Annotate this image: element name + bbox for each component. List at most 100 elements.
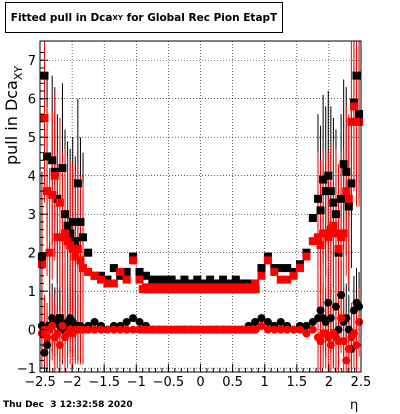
red-square-marker [349,102,358,111]
red-square-marker [344,194,353,203]
y-tick-label: 0 [28,324,36,339]
black-circle-marker [302,321,311,330]
red-square-marker [355,117,364,126]
y-tick-label: −1 [17,362,36,377]
red-circle-marker [316,337,325,346]
red-circle-marker [308,325,317,334]
black-square-marker [218,275,227,284]
black-circle-marker [331,302,340,311]
red-circle-marker [257,321,266,330]
red-square-marker [68,244,77,253]
red-circle-marker [355,317,364,326]
black-circle-marker [326,314,335,323]
black-square-marker [148,275,157,284]
red-circle-marker [90,325,99,334]
black-square-marker [135,267,144,276]
x-tick-label: 1 [261,375,269,390]
black-square-marker [63,221,72,230]
black-square-marker [313,194,322,203]
x-tick-label: −0.5 [153,375,185,390]
black-square-marker [71,237,80,246]
black-square-marker [324,171,333,180]
red-circle-marker [326,341,335,350]
red-square-marker [116,267,125,276]
black-square-marker [55,314,64,323]
red-circle-marker [53,329,62,338]
black-square-marker [58,164,67,173]
red-square-marker [79,264,88,273]
black-circle-marker [122,317,131,326]
red-square-marker [334,244,343,253]
black-square-marker [316,206,325,215]
black-square-marker [321,187,330,196]
black-circle-marker [90,317,99,326]
black-square-marker [319,175,328,184]
red-circle-marker [96,325,105,334]
black-square-marker [347,179,356,188]
red-square-marker [55,198,64,207]
red-square-marker [329,221,338,230]
x-tick-label: 2.5 [351,375,372,390]
red-square-marker [316,240,325,249]
red-circle-marker [339,337,348,346]
black-square-marker [84,248,93,257]
red-circle-marker [58,321,67,330]
black-circle-marker [251,317,260,326]
red-square-marker [331,229,340,238]
x-tick-label: −1.5 [88,375,120,390]
black-circle-marker [257,314,266,323]
y-tick-label: 4 [28,170,36,185]
red-square-marker [76,256,85,265]
black-circle-marker [129,314,138,323]
x-tick-label: −2.5 [24,375,56,390]
y-axis-label-main: pull in Dca [2,80,21,165]
black-circle-marker [316,306,325,315]
axis-ticks: −2.5 −2 −1.5 −1 −0.5 0 0.5 1 1.5 2 2.5 −1 0 1 2 3 4 5 6 7 [17,52,372,390]
y-tick-label: 5 [28,131,36,146]
red-square-marker [43,187,52,196]
red-square-marker [302,252,311,261]
red-circle-marker [116,325,125,334]
red-square-marker [276,275,285,284]
red-square-marker [53,233,62,242]
y-tick-label: 1 [28,285,36,300]
red-circle-marker [352,341,361,350]
red-square-marker [135,275,144,284]
x-tick-label: −2 [63,375,82,390]
black-square-marker [76,217,85,226]
timestamp: Thu Dec 3 12:32:58 2020 [3,400,133,410]
red-square-marker [45,248,54,257]
black-square-marker [122,267,131,276]
black-square-marker [66,229,75,238]
x-tick-label: 0.5 [222,375,243,390]
red-circle-marker [103,325,112,334]
black-square-marker [193,275,202,284]
red-circle-marker [302,329,311,338]
red-square-marker [308,237,317,246]
red-circle-marker [342,356,351,365]
black-square-marker [257,264,266,273]
red-square-marker [48,190,57,199]
red-square-marker [324,233,333,242]
black-square-marker [73,179,82,188]
red-square-marker [129,256,138,265]
red-square-marker [122,275,131,284]
black-square-marker [337,194,346,203]
black-circle-marker [337,291,346,300]
red-square-marker [342,187,351,196]
red-square-marker [313,233,322,242]
black-square-marker [161,275,170,284]
black-square-marker [331,210,340,219]
black-circle-marker [324,298,333,307]
title-prefix: Fitted pull in Dca [10,11,113,24]
black-square-marker [109,264,118,273]
red-circle-marker [344,344,353,353]
black-square-marker [37,252,46,261]
x-tick-label: 1.5 [286,375,307,390]
red-square-marker [251,285,260,294]
black-square-marker [352,71,361,80]
red-square-marker [61,229,70,238]
red-square-marker [270,267,279,276]
red-square-marker [71,252,80,261]
